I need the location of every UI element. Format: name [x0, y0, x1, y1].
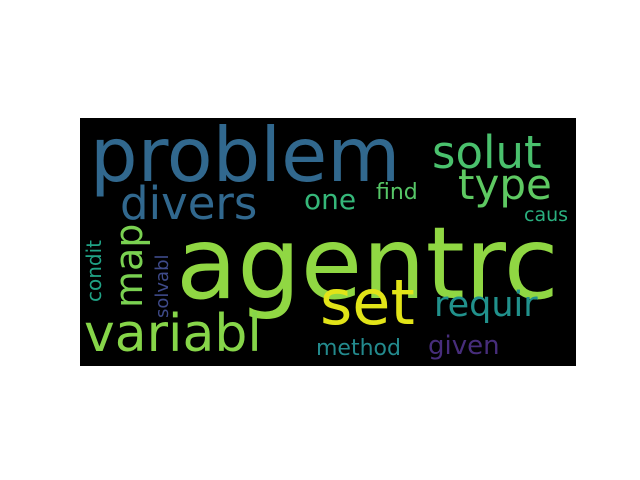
word-variabl: variabl	[84, 304, 262, 364]
word-condit: condit	[82, 239, 106, 302]
word-method: method	[316, 336, 401, 361]
word-given: given	[428, 331, 500, 361]
word-solut: solut	[432, 126, 542, 179]
word-requir: requir	[434, 285, 538, 325]
word-find: find	[376, 180, 418, 205]
word-set: set	[320, 266, 415, 339]
word-cloud: problem solut type divers one find caus …	[80, 118, 576, 366]
word-agentrc: agentrc	[176, 205, 559, 322]
word-type: type	[458, 160, 552, 209]
word-problem: problem	[90, 118, 401, 199]
word-one: one	[304, 183, 357, 216]
word-divers: divers	[120, 177, 258, 230]
word-caus: caus	[524, 204, 569, 226]
word-map: map	[107, 223, 151, 308]
